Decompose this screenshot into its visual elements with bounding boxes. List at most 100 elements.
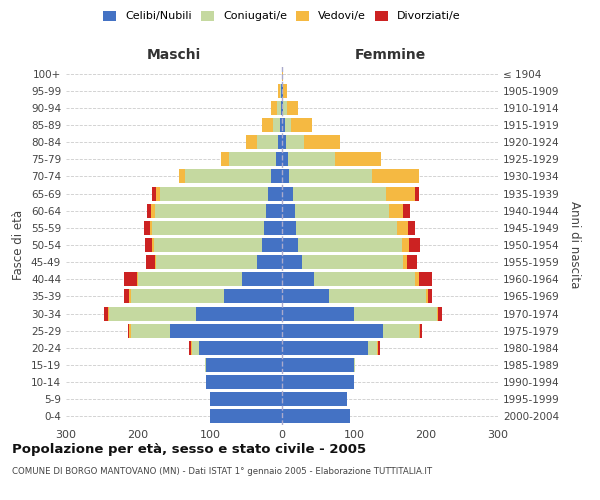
Bar [298,238,402,252]
Bar [152,221,264,235]
Bar [335,152,382,166]
Bar [189,341,191,355]
Bar [426,290,428,304]
Bar [290,118,312,132]
Bar [268,186,282,200]
Bar [304,135,340,149]
Bar [148,204,151,218]
Bar [128,324,130,338]
Bar [282,306,354,320]
Bar [419,272,432,286]
Bar [288,152,335,166]
Bar [131,324,170,338]
Bar [282,410,350,424]
Bar [407,255,418,269]
Bar [354,358,355,372]
Bar [282,186,293,200]
Bar [283,84,287,98]
Bar [221,152,229,166]
Bar [138,272,242,286]
Bar [314,272,415,286]
Bar [409,238,420,252]
Bar [280,84,281,98]
Bar [206,358,282,372]
Bar [130,290,131,304]
Bar [354,306,437,320]
Bar [185,170,271,183]
Bar [131,290,224,304]
Bar [282,358,354,372]
Bar [282,118,285,132]
Bar [229,152,276,166]
Y-axis label: Anni di nascita: Anni di nascita [568,202,581,288]
Bar [389,204,403,218]
Bar [379,341,380,355]
Bar [402,238,409,252]
Text: COMUNE DI BORGO MANTOVANO (MN) - Dati ISTAT 1° gennaio 2005 - Elaborazione TUTTI: COMUNE DI BORGO MANTOVANO (MN) - Dati IS… [12,468,432,476]
Bar [277,101,281,115]
Bar [145,221,150,235]
Bar [262,118,272,132]
Bar [403,255,407,269]
Bar [206,375,282,389]
Bar [192,341,199,355]
Bar [282,221,296,235]
Bar [210,392,282,406]
Bar [156,186,160,200]
Bar [104,306,108,320]
Bar [264,221,282,235]
Bar [282,255,302,269]
Bar [287,101,298,115]
Bar [282,272,314,286]
Bar [276,152,282,166]
Bar [271,170,282,183]
Bar [130,324,131,338]
Bar [397,221,408,235]
Bar [329,290,426,304]
Bar [302,255,403,269]
Bar [152,186,156,200]
Text: Popolazione per età, sesso e stato civile - 2005: Popolazione per età, sesso e stato civil… [12,442,366,456]
Bar [156,255,257,269]
Bar [420,324,422,338]
Bar [415,186,419,200]
Bar [437,306,438,320]
Bar [280,118,282,132]
Bar [408,221,415,235]
Bar [124,290,130,304]
Bar [282,375,354,389]
Bar [210,410,282,424]
Bar [377,341,379,355]
Bar [372,170,419,183]
Bar [146,255,155,269]
Bar [282,101,283,115]
Bar [196,306,282,320]
Y-axis label: Fasce di età: Fasce di età [13,210,25,280]
Bar [155,204,266,218]
Bar [154,238,262,252]
Bar [170,324,282,338]
Bar [282,324,383,338]
Bar [282,152,288,166]
Bar [282,238,298,252]
Bar [428,290,432,304]
Legend: Celibi/Nubili, Coniugati/e, Vedovi/e, Divorziati/e: Celibi/Nubili, Coniugati/e, Vedovi/e, Di… [103,10,461,22]
Bar [179,170,185,183]
Bar [368,341,377,355]
Bar [124,272,137,286]
Bar [438,306,442,320]
Bar [257,135,278,149]
Bar [296,221,397,235]
Bar [281,84,282,98]
Bar [289,170,372,183]
Bar [191,341,192,355]
Bar [282,66,283,80]
Bar [286,135,304,149]
Bar [419,324,420,338]
Bar [415,272,419,286]
Bar [108,306,109,320]
Bar [278,135,282,149]
Bar [145,238,152,252]
Bar [155,255,156,269]
Bar [271,101,277,115]
